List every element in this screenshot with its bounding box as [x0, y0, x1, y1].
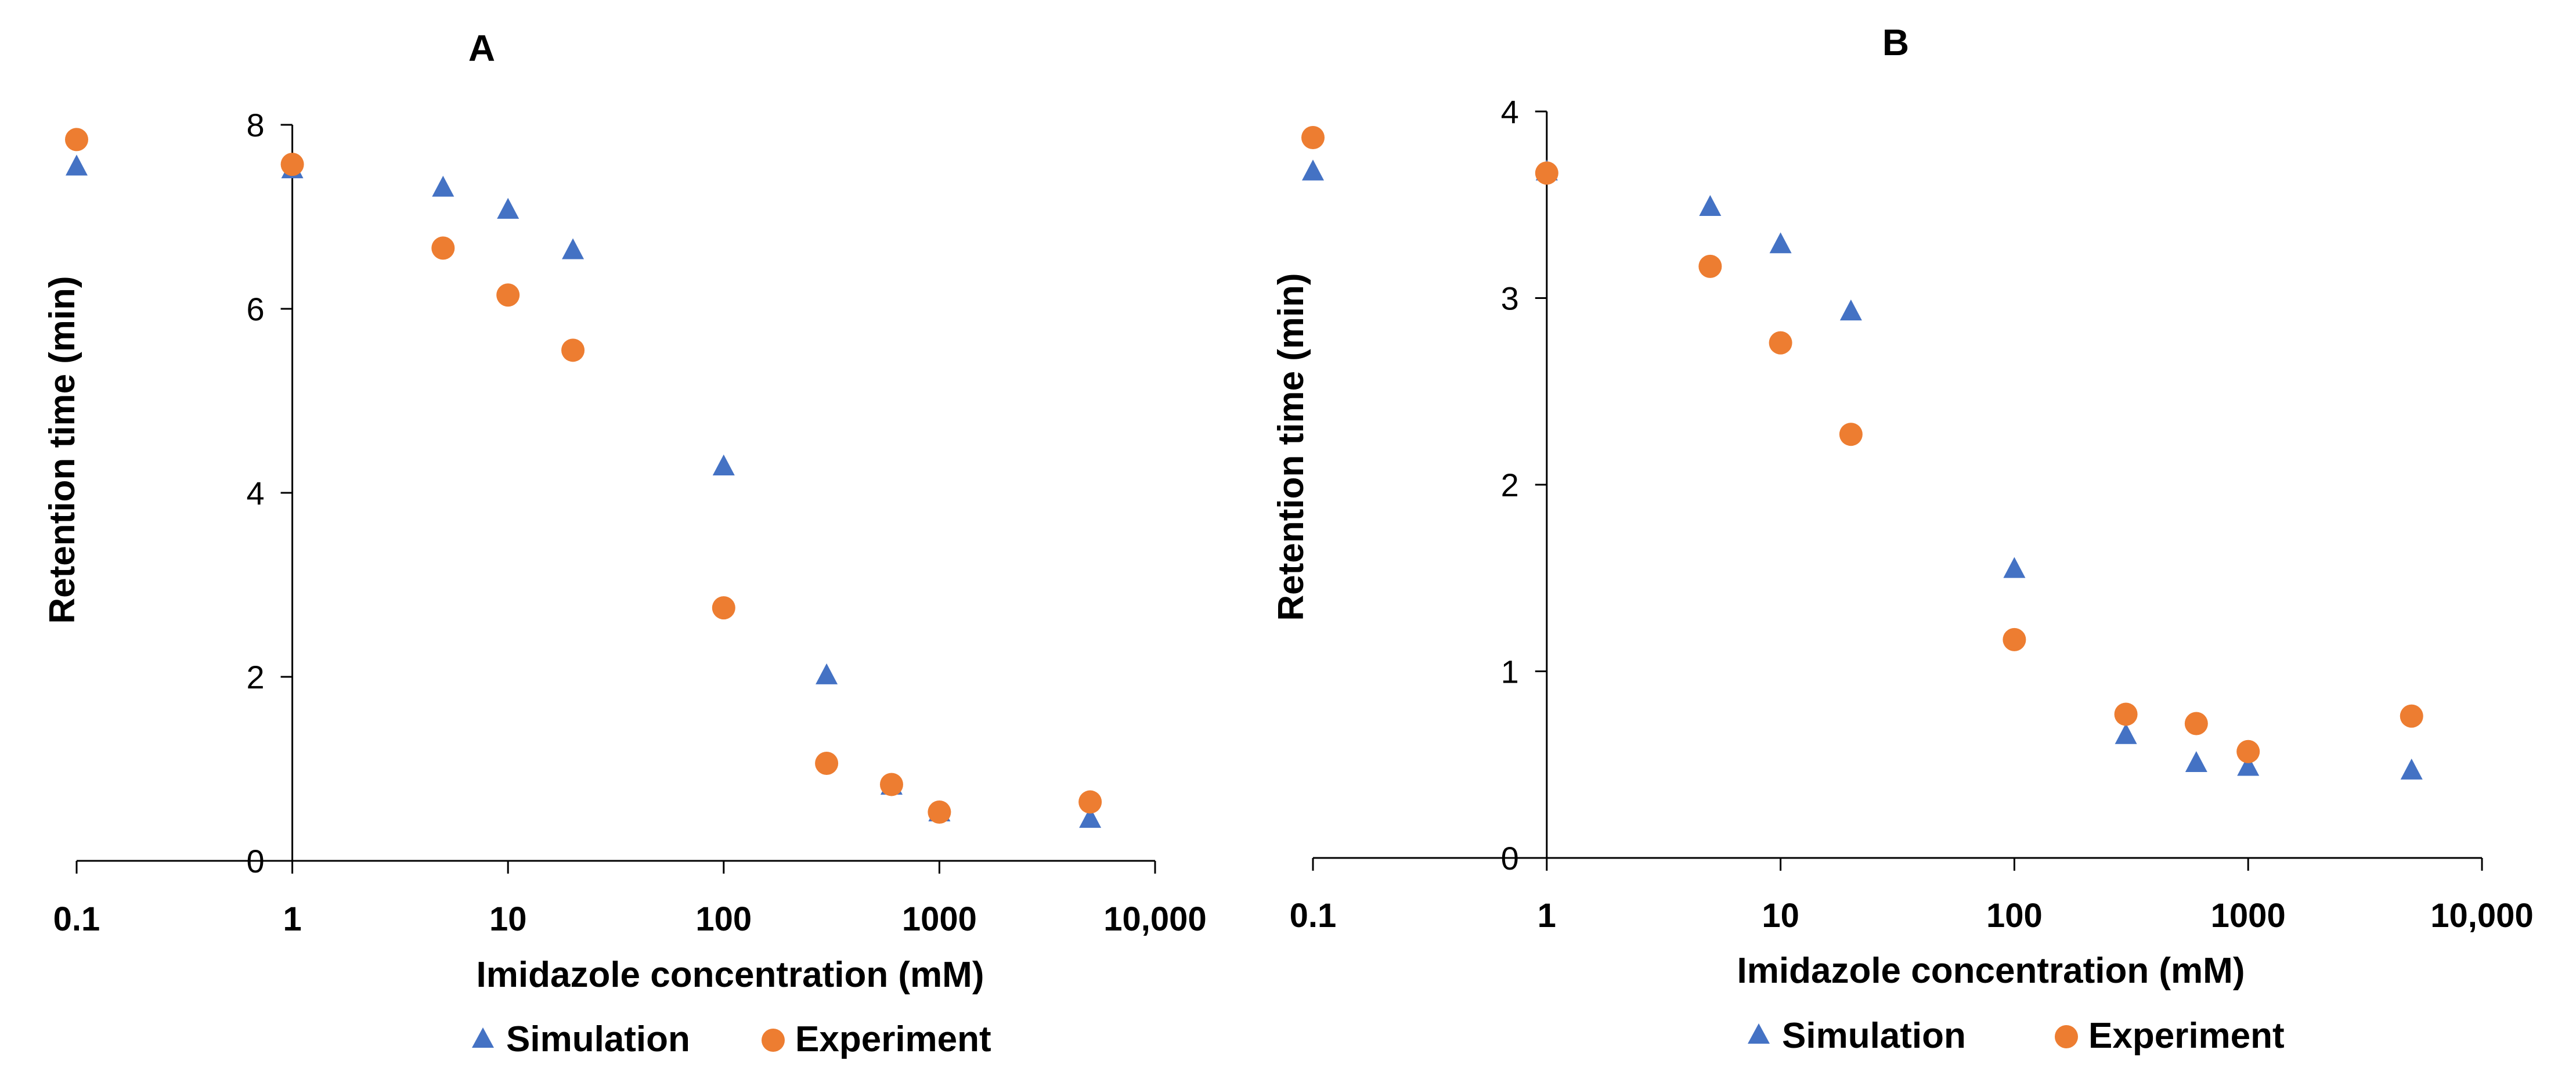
series-experiment — [65, 128, 1102, 824]
data-point-experiment — [1839, 423, 1863, 446]
legend-simulation-label: Simulation — [506, 1019, 690, 1059]
data-point-experiment — [2236, 740, 2260, 763]
y-tick-label: 0 — [1501, 840, 1519, 877]
legend-experiment-marker — [2055, 1025, 2078, 1048]
data-point-experiment — [1698, 254, 1722, 278]
x-tick-label: 10 — [489, 900, 527, 938]
legend-simulation-label: Simulation — [1782, 1016, 1966, 1056]
y-tick-label: 3 — [1501, 280, 1519, 317]
data-point-experiment — [815, 751, 839, 775]
y-tick-label: 2 — [1501, 467, 1519, 503]
data-point-simulation — [66, 154, 88, 176]
legend-experiment-label: Experiment — [795, 1019, 991, 1059]
x-tick-label: 1000 — [2211, 897, 2286, 935]
data-point-simulation — [562, 238, 585, 259]
data-point-simulation — [1699, 194, 1722, 216]
x-axis-label: Imidazole concentration (mM) — [1737, 951, 2245, 991]
legend-simulation-marker — [472, 1027, 494, 1048]
legend-experiment-marker — [762, 1029, 785, 1052]
y-tick-label: 8 — [246, 107, 264, 143]
legend: Simulation Experiment — [472, 1019, 991, 1059]
chart-title: B — [1882, 21, 1909, 63]
x-tick-label: 1 — [283, 900, 301, 938]
data-point-experiment — [1535, 161, 1558, 185]
series-simulation — [1302, 159, 2423, 780]
x-tick-label: 10,000 — [2430, 897, 2533, 935]
data-point-simulation — [2237, 755, 2260, 776]
data-point-simulation — [497, 197, 519, 219]
data-point-experiment — [2184, 712, 2208, 735]
data-point-simulation — [816, 663, 838, 684]
axes: 0.1 1 10 100 1000 10,000 0 2 4 6 8 — [53, 107, 1207, 938]
data-point-experiment — [65, 128, 88, 152]
x-axis-label: Imidazole concentration (mM) — [477, 955, 984, 995]
data-point-simulation — [2185, 751, 2207, 773]
y-tick-label: 2 — [246, 659, 264, 695]
data-point-simulation — [1302, 159, 1324, 181]
data-point-experiment — [280, 153, 304, 176]
data-point-experiment — [1078, 790, 1102, 814]
y-axis-label: Retention time (min) — [1271, 273, 1311, 621]
y-tick-label: 0 — [246, 843, 264, 879]
x-tick-label: 100 — [1986, 897, 2043, 935]
x-tick-label: 10,000 — [1103, 900, 1206, 938]
x-tick-label: 10 — [1762, 897, 1799, 935]
series-simulation — [66, 154, 1102, 828]
x-tick-label: 1000 — [902, 900, 977, 938]
chart-panel-a: A Retention time (min) Imidazole concent… — [42, 27, 1207, 1059]
data-point-simulation — [432, 175, 454, 197]
data-point-simulation — [2115, 723, 2137, 744]
data-point-experiment — [2400, 704, 2423, 728]
data-point-simulation — [1769, 232, 1792, 254]
y-tick-label: 4 — [246, 475, 264, 511]
y-tick-label: 4 — [1501, 93, 1519, 130]
data-point-experiment — [879, 773, 903, 796]
y-tick-label: 1 — [1501, 654, 1519, 690]
data-point-experiment — [2003, 627, 2026, 651]
legend-experiment-label: Experiment — [2088, 1016, 2285, 1056]
x-tick-label: 1 — [1538, 897, 1556, 935]
data-point-experiment — [928, 800, 951, 824]
data-point-simulation — [712, 455, 735, 476]
chart-panel-b: B Retention time (min) Imidazole concent… — [1271, 21, 2534, 1056]
data-point-simulation — [1839, 300, 1862, 321]
data-point-simulation — [2400, 758, 2423, 780]
data-point-experiment — [2114, 702, 2138, 726]
x-tick-label: 0.1 — [53, 900, 100, 938]
data-point-experiment — [496, 283, 520, 307]
x-tick-label: 100 — [695, 900, 752, 938]
chart-title: A — [468, 27, 495, 69]
legend: Simulation Experiment — [1748, 1016, 2285, 1056]
legend-simulation-marker — [1748, 1023, 1770, 1044]
data-point-simulation — [2003, 557, 2026, 578]
data-point-experiment — [1769, 331, 1792, 355]
x-tick-label: 0.1 — [1290, 897, 1337, 935]
data-point-experiment — [1301, 126, 1325, 150]
series-experiment — [1301, 126, 2423, 763]
y-tick-label: 6 — [246, 291, 264, 327]
y-axis-label: Retention time (min) — [42, 276, 82, 623]
data-point-experiment — [561, 338, 585, 362]
data-point-simulation — [1079, 807, 1102, 828]
data-point-experiment — [712, 596, 735, 620]
data-point-experiment — [431, 236, 455, 260]
